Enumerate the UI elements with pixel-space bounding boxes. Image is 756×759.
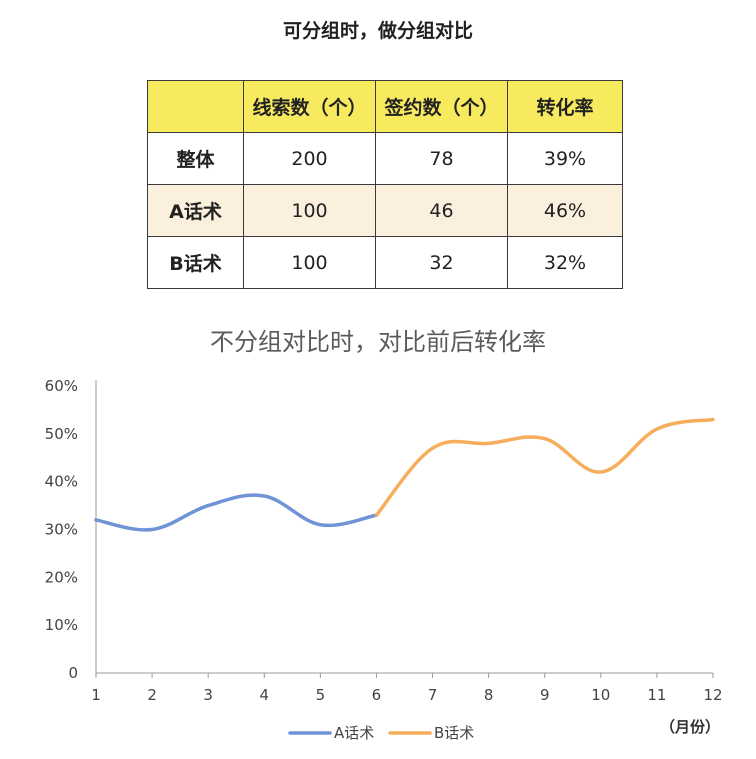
legend-label: A话术 bbox=[334, 724, 374, 742]
table-row: A话术 100 46 46% bbox=[147, 184, 623, 237]
chart-title: 不分组对比时，对比前后转化率 bbox=[210, 328, 546, 356]
rate-cell: 39% bbox=[507, 132, 623, 185]
y-tick-label: 60% bbox=[45, 377, 78, 395]
x-tick-label: 11 bbox=[647, 686, 666, 704]
comparison-table: 线索数（个） 签约数（个） 转化率 整体 200 78 39% A话术 100 … bbox=[147, 80, 623, 289]
x-tick-label: 2 bbox=[147, 686, 157, 704]
y-tick-label: 30% bbox=[45, 521, 78, 539]
x-tick-label: 5 bbox=[316, 686, 326, 704]
leads-cell: 100 bbox=[243, 236, 376, 289]
x-tick-label: 12 bbox=[703, 686, 722, 704]
x-tick-label: 10 bbox=[591, 686, 610, 704]
x-tick-label: 9 bbox=[540, 686, 550, 704]
x-tick-label: 1 bbox=[91, 686, 101, 704]
table-header-row: 线索数（个） 签约数（个） 转化率 bbox=[147, 80, 623, 133]
y-tick-label: 20% bbox=[45, 568, 78, 586]
signed-cell: 78 bbox=[375, 132, 508, 185]
y-tick-label: 50% bbox=[45, 425, 78, 443]
rate-cell: 32% bbox=[507, 236, 623, 289]
row-label: B话术 bbox=[147, 236, 244, 289]
chart-layer: 010%20%30%40%50%60%1 2 3 4 5 6 7 8 9 10 11 12（月份）A话… bbox=[45, 377, 723, 742]
leads-cell: 100 bbox=[243, 184, 376, 237]
series-line-b bbox=[374, 417, 715, 517]
x-tick-label: 6 bbox=[372, 686, 382, 704]
leads-cell: 200 bbox=[243, 132, 376, 185]
y-tick-label: 10% bbox=[45, 616, 78, 634]
row-label: 整体 bbox=[147, 132, 244, 185]
rate-cell: 46% bbox=[507, 184, 623, 237]
x-tick-label: 7 bbox=[428, 686, 438, 704]
x-tick-label: 3 bbox=[203, 686, 213, 704]
table-title: 可分组时，做分组对比 bbox=[282, 20, 473, 42]
table-row: B话术 100 32 32% bbox=[147, 236, 623, 289]
signed-cell: 32 bbox=[375, 236, 508, 289]
y-tick-label: 0 bbox=[68, 664, 78, 682]
table-row: 整体 200 78 39% bbox=[147, 132, 623, 185]
x-tick-label: 4 bbox=[259, 686, 269, 704]
x-tick-label: 8 bbox=[484, 686, 494, 704]
legend-label: B话术 bbox=[434, 724, 474, 742]
header-rate: 转化率 bbox=[507, 80, 623, 133]
row-label: A话术 bbox=[147, 184, 244, 237]
x-axis-unit-label: （月份） bbox=[660, 718, 720, 736]
signed-cell: 46 bbox=[375, 184, 508, 237]
y-tick-label: 40% bbox=[45, 473, 78, 491]
series-line-a bbox=[94, 493, 379, 532]
